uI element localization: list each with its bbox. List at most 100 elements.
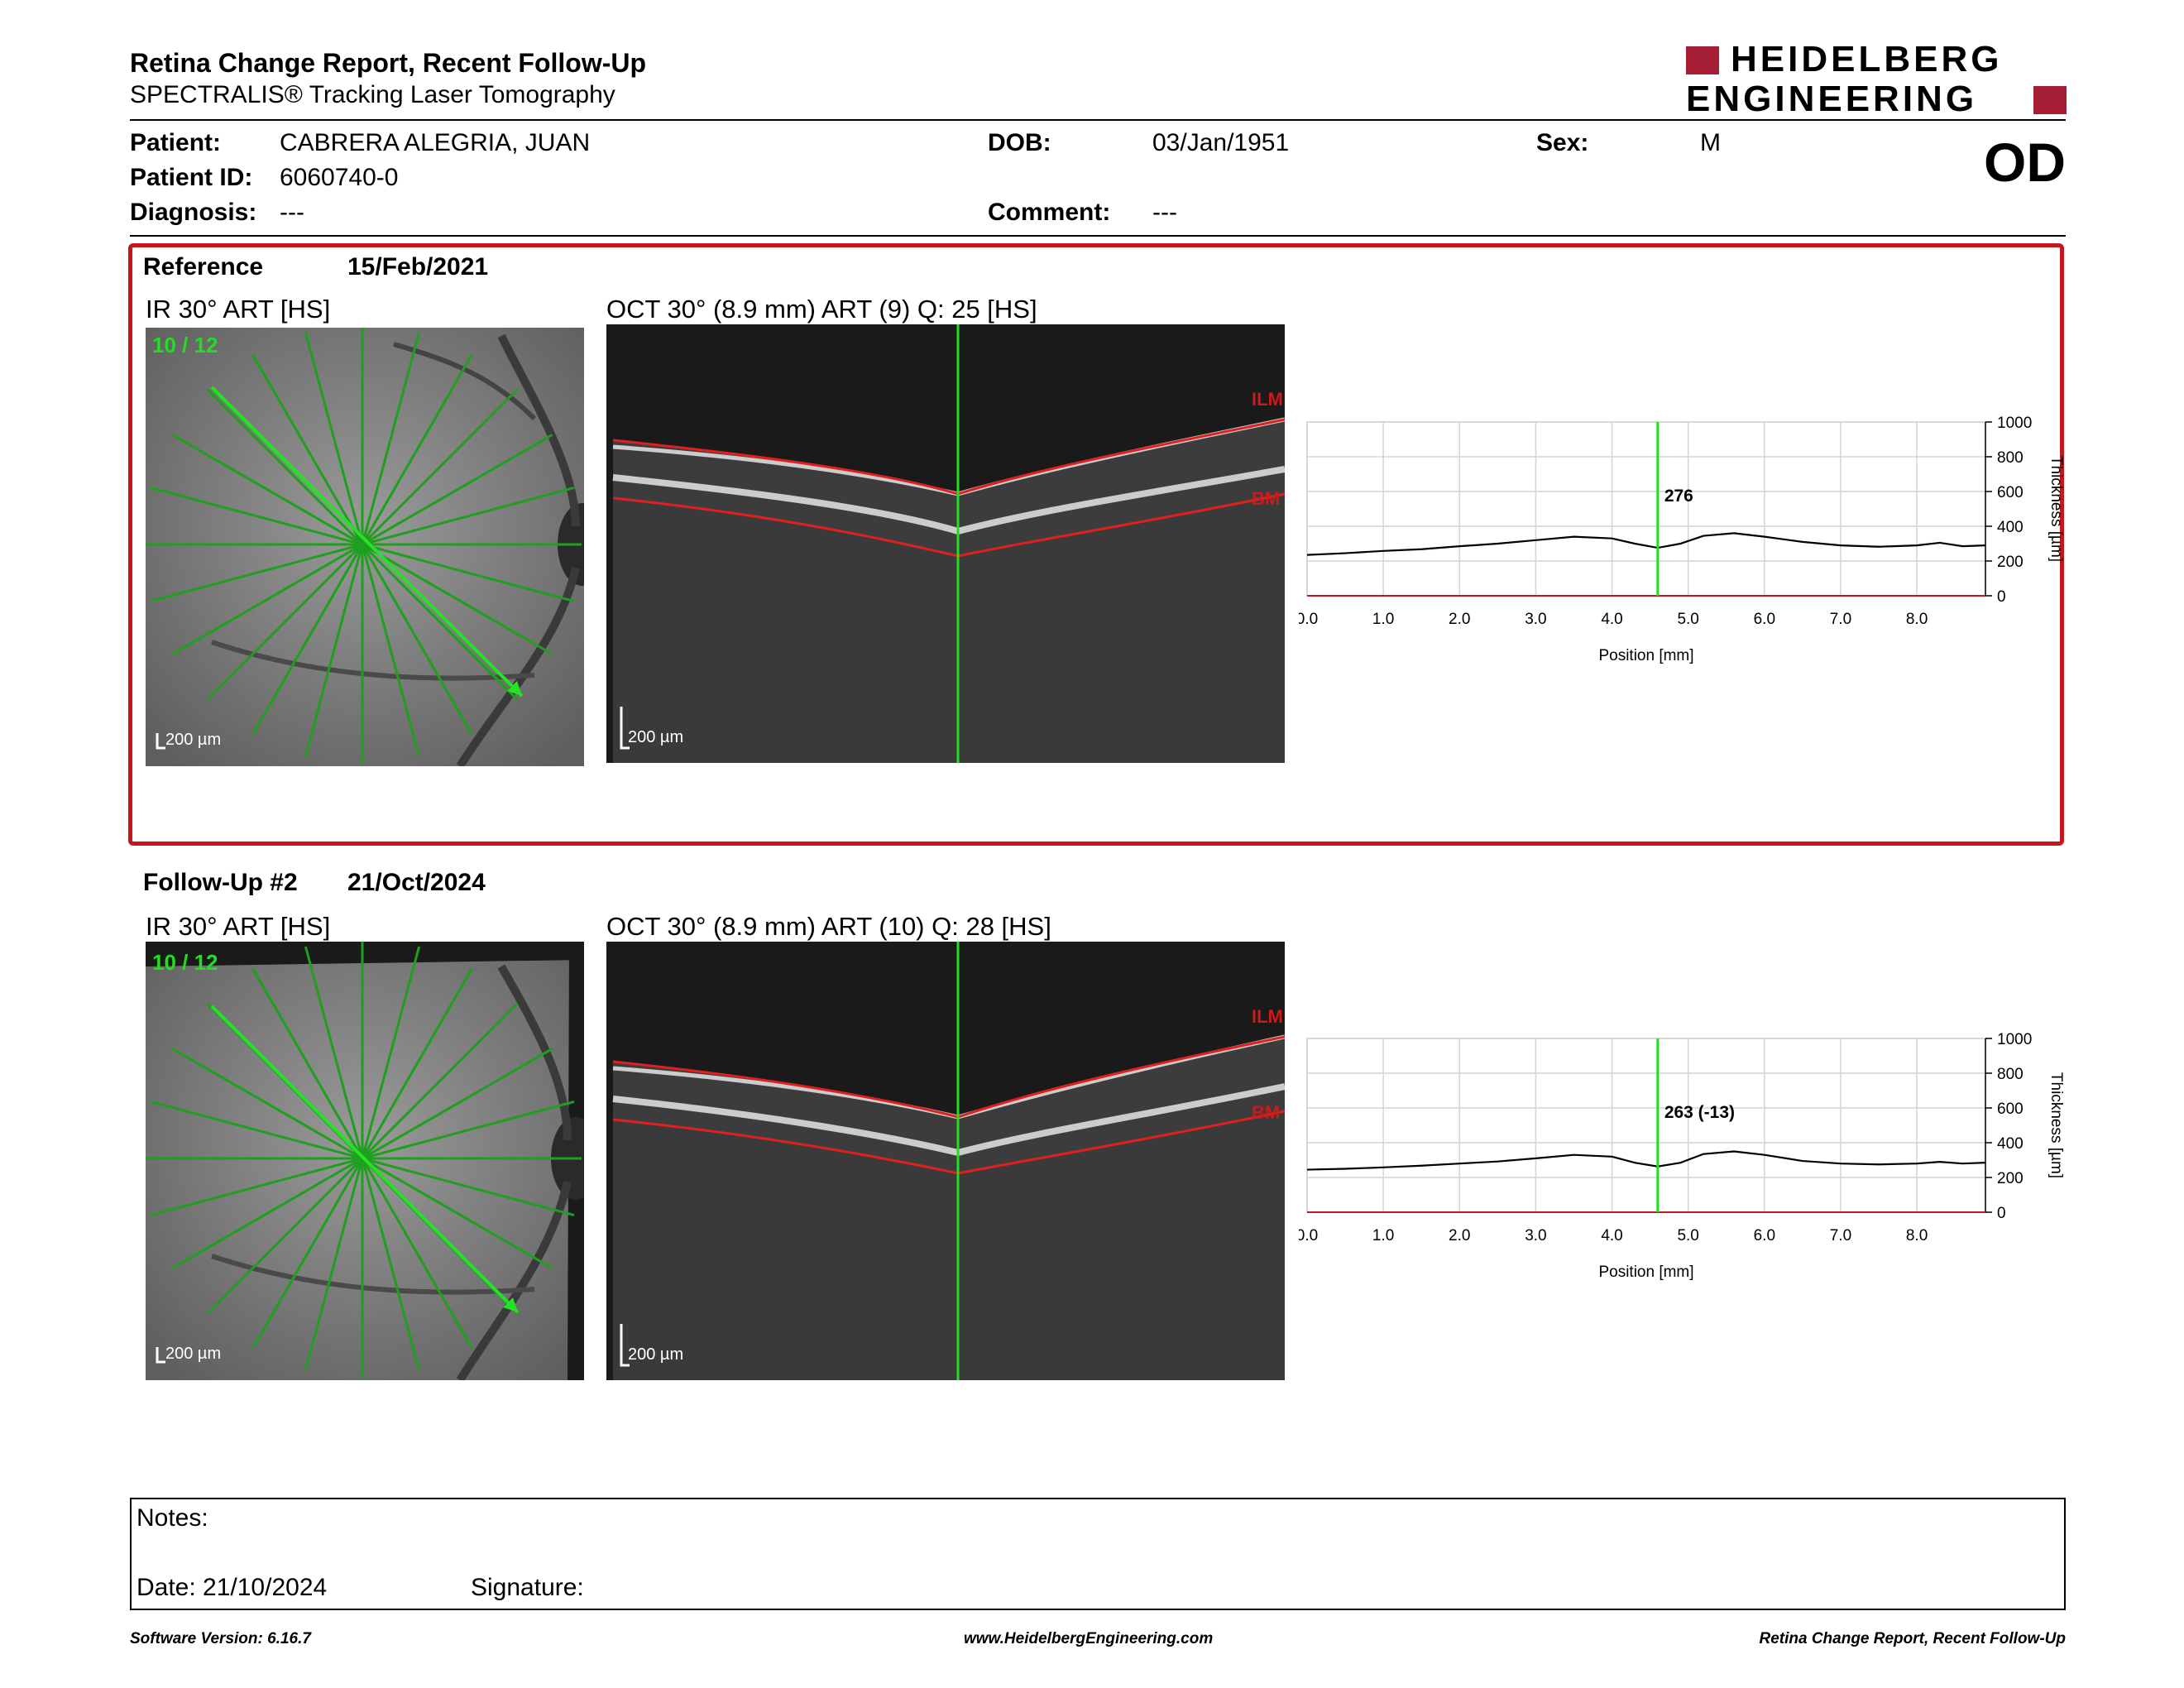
scan-arrow-head — [503, 1297, 518, 1312]
x-tick-label: 7.0 — [1830, 611, 1851, 628]
comment-value: --- — [1152, 199, 1177, 226]
diagnosis-value: --- — [280, 199, 304, 226]
ir-scale-text: 200 µm — [165, 1345, 221, 1363]
scan-arrow — [210, 1005, 520, 1314]
x-tick-label: 2.0 — [1449, 1227, 1470, 1244]
followup-oct-bscan-image[interactable]: ILM BM 200 µm — [606, 942, 1285, 1380]
x-tick-label: 1.0 — [1372, 611, 1394, 628]
logo-square-top — [1686, 46, 1719, 74]
oct-scale-bar — [620, 707, 630, 750]
header-divider — [130, 119, 2066, 121]
x-tick-label: 4.0 — [1601, 1227, 1622, 1244]
eye-indicator: OD — [1984, 132, 2066, 193]
x-tick-label: 3.0 — [1525, 611, 1546, 628]
marker-value-label: 263 (-13) — [1664, 1103, 1735, 1122]
x-tick-label: 5.0 — [1677, 611, 1698, 628]
x-tick-label: 5.0 — [1677, 1227, 1698, 1244]
comment-label: Comment: — [988, 199, 1111, 226]
report-name-footer: Retina Change Report, Recent Follow-Up — [1759, 1630, 2066, 1647]
reference-label: Reference — [143, 253, 264, 281]
logo-square-bottom — [2033, 86, 2067, 114]
y-tick-label: 400 — [1997, 1135, 2024, 1153]
plot-area — [1306, 1038, 1986, 1213]
x-tick-label: 3.0 — [1525, 1227, 1546, 1244]
x-tick-label: 0.0 — [1299, 611, 1318, 628]
x-tick-label: 6.0 — [1754, 611, 1775, 628]
report-subtitle: SPECTRALIS® Tracking Laser Tomography — [130, 81, 615, 108]
scan-arrow — [210, 386, 524, 698]
reference-ir-caption: IR 30° ART [HS] — [146, 295, 331, 324]
x-tick-label: 4.0 — [1601, 611, 1622, 628]
signature-label: Signature: — [471, 1574, 584, 1601]
thickness-series-line — [1306, 532, 1986, 556]
ir-scale-bar — [156, 1347, 165, 1364]
scan-count-overlay: 10 / 12 — [152, 950, 218, 975]
reference-oct-svg: ILM BM 200 µm — [606, 324, 1285, 763]
x-tick-label: 1.0 — [1372, 1227, 1394, 1244]
followup-thickness-chart: 0 200 400 600 800 1000 0.0 1.0 2.0 3.0 4.0 5.0 6.0 7.… — [1299, 1031, 2065, 1281]
vessel — [456, 1180, 572, 1380]
y-tick-label: 0 — [1997, 588, 2006, 606]
dob-label: DOB: — [988, 129, 1051, 156]
followup-label: Follow-Up #2 — [143, 869, 298, 896]
choroid-layer — [613, 494, 1285, 763]
dob-value: 03/Jan/1951 — [1152, 129, 1290, 156]
y-tick-label: 800 — [1997, 449, 2024, 467]
x-tick-label: 8.0 — [1906, 1227, 1928, 1244]
image-border — [146, 942, 584, 966]
x-axis-label: Position [mm] — [1598, 1264, 1693, 1281]
website-link[interactable]: www.HeidelbergEngineering.com — [964, 1630, 1214, 1647]
vessel — [497, 964, 572, 1141]
marker-value-label: 276 — [1664, 487, 1693, 506]
sex-label: Sex: — [1536, 129, 1589, 156]
x-tick-label: 8.0 — [1906, 611, 1928, 628]
thickness-series-line — [1306, 1150, 1986, 1171]
followup-oct-svg: ILM BM 200 µm — [606, 942, 1285, 1380]
software-version: Software Version: 6.16.7 — [130, 1630, 311, 1647]
patient-name: CABRERA ALEGRIA, JUAN — [280, 129, 591, 156]
followup-oct-caption: OCT 30° (8.9 mm) ART (10) Q: 28 [HS] — [606, 912, 1051, 941]
reference-fundus-svg: 10 / 12 200 µm — [146, 328, 584, 766]
y-axis-label: Thickness [µm] — [2048, 1072, 2065, 1178]
logo-text-line1: HEIDELBERG — [1731, 39, 2003, 79]
followup-ir-fundus-image[interactable]: 10 / 12 200 µm — [146, 942, 584, 1380]
followup-date: 21/Oct/2024 — [347, 869, 486, 896]
y-tick-label: 600 — [1997, 484, 2024, 501]
ir-scale-text: 200 µm — [165, 731, 221, 749]
y-tick-label: 200 — [1997, 1170, 2024, 1187]
y-tick-label: 800 — [1997, 1066, 2024, 1083]
plot-area — [1306, 421, 1986, 597]
patient-id: 6060740-0 — [280, 164, 399, 191]
reference-thickness-chart: 0 200 400 600 800 1000 0.0 1.0 2.0 3.0 4.0 5.0 6.0 7.… — [1299, 415, 2065, 664]
followup-ir-caption: IR 30° ART [HS] — [146, 912, 331, 941]
x-tick-label: 7.0 — [1830, 1227, 1851, 1244]
notes-box[interactable]: Notes: Date: 21/10/2024 Signature: — [130, 1498, 2066, 1610]
scan-pattern-lines — [146, 328, 582, 764]
bm-label: BM — [1252, 1102, 1280, 1123]
heidelberg-logo: HEIDELBERG ENGINEERING — [1686, 41, 2067, 119]
reference-frame — [128, 243, 2064, 846]
vessel — [456, 566, 580, 766]
scan-line — [150, 486, 575, 603]
reference-ir-fundus-image[interactable]: 10 / 12 200 µm — [146, 328, 584, 766]
choroid-layer — [613, 1111, 1285, 1380]
diagnosis-label: Diagnosis: — [130, 199, 257, 226]
x-tick-label: 6.0 — [1754, 1227, 1775, 1244]
patient-label: Patient: — [130, 129, 222, 156]
oct-scale-text: 200 µm — [628, 1345, 683, 1364]
y-tick-label: 400 — [1997, 519, 2024, 536]
ilm-label: ILM — [1252, 1006, 1283, 1027]
logo-text-line2: ENGINEERING — [1686, 79, 1978, 119]
y-tick-label: 600 — [1997, 1101, 2024, 1118]
reference-oct-bscan-image[interactable]: ILM BM 200 µm — [606, 324, 1285, 763]
scan-arrow-head — [507, 681, 522, 696]
x-tick-label: 2.0 — [1449, 611, 1470, 628]
scan-count-overlay: 10 / 12 — [152, 333, 218, 357]
oct-scale-bar — [620, 1324, 630, 1367]
y-tick-label: 0 — [1997, 1205, 2006, 1222]
ir-scale-bar — [156, 733, 165, 750]
x-tick-label: 0.0 — [1299, 1227, 1318, 1244]
bm-label: BM — [1252, 488, 1280, 509]
y-axis-label: Thickness [µm] — [2048, 456, 2065, 562]
oct-scale-text: 200 µm — [628, 728, 683, 746]
